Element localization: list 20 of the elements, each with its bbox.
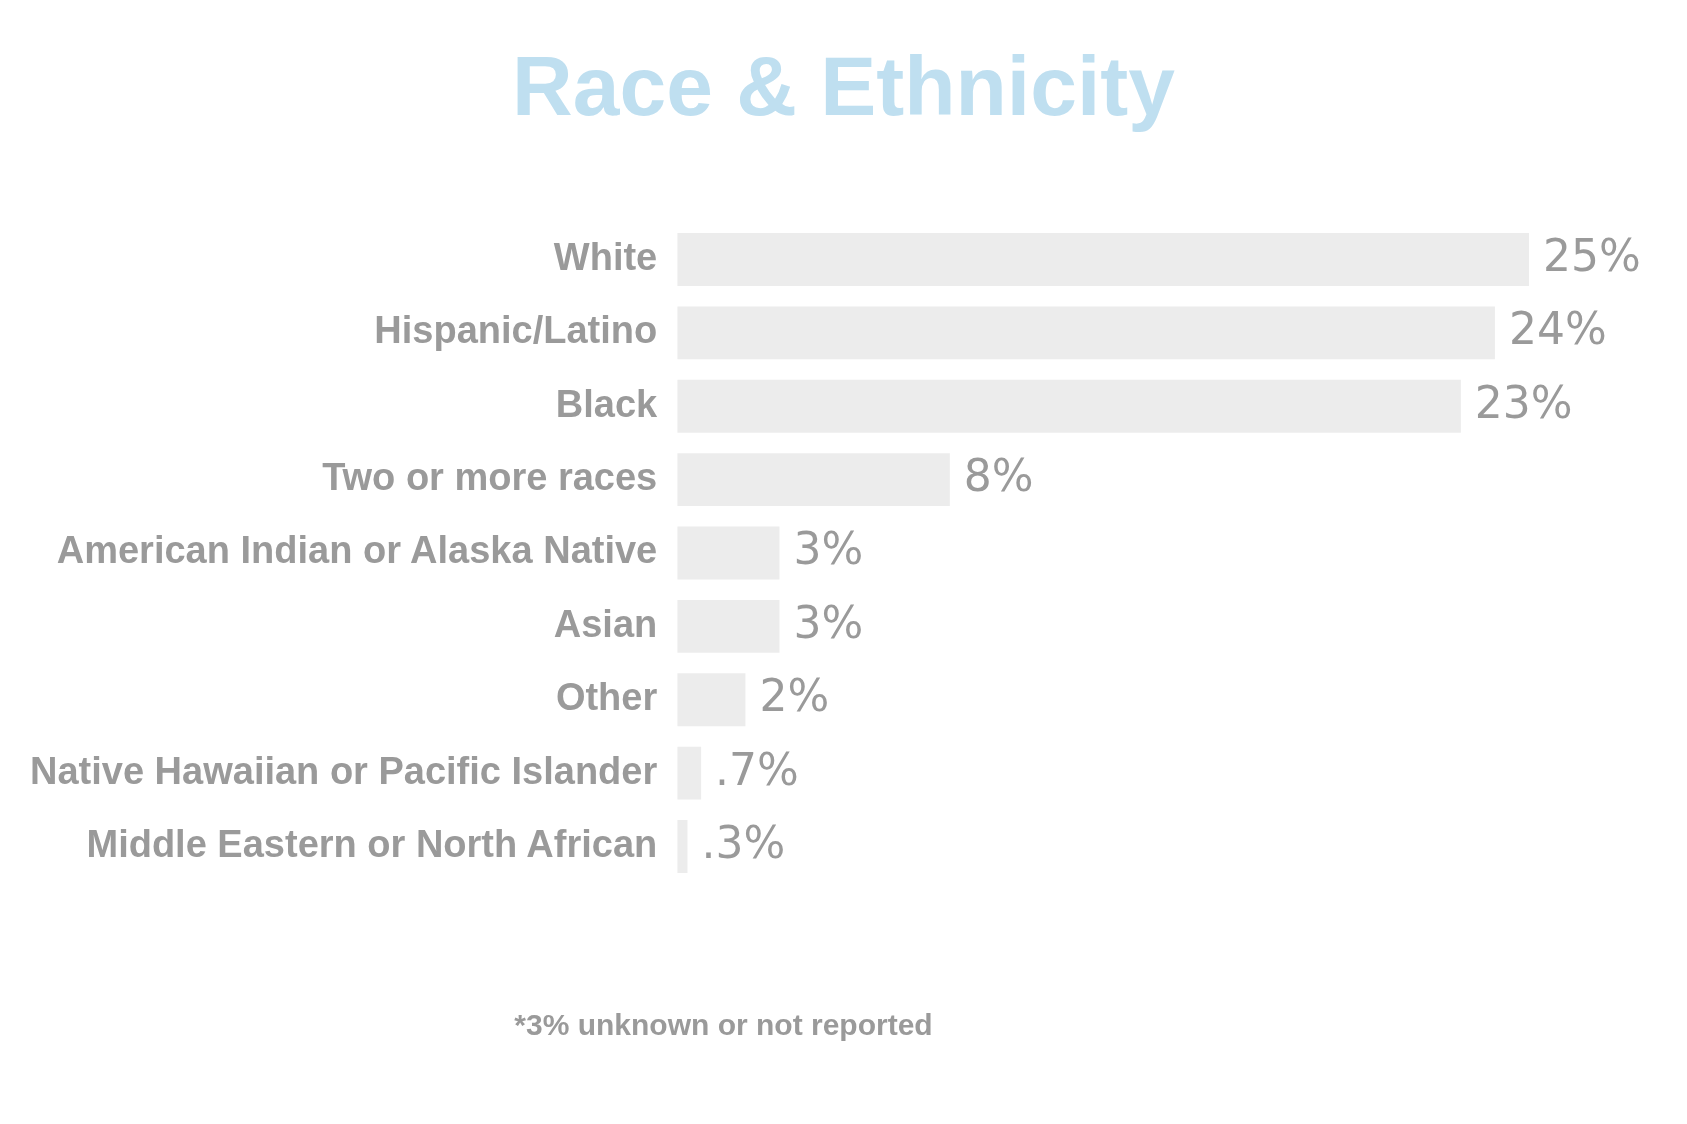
y-tick-label: Hispanic/Latino (374, 309, 658, 352)
y-tick-label: Native Hawaiian or Pacific Islander (29, 749, 658, 792)
data-label: .7% (715, 743, 799, 795)
y-tick-label: Other (555, 676, 658, 719)
text: *3% unknown or not reported (513, 1008, 934, 1042)
data-label: 3% (793, 596, 864, 648)
data-label: 8% (963, 450, 1034, 502)
y-tick-label: American Indian or Alaska Native (56, 529, 658, 572)
data-label: 2% (759, 670, 830, 722)
y-tick-label: Black (555, 382, 659, 425)
chart-title: Race & Ethnicity (511, 38, 1176, 135)
y-tick-label: White (553, 235, 658, 278)
data-label: 24% (1508, 303, 1607, 355)
y-tick-label: Asian (553, 602, 658, 645)
y-tick-label: Middle Eastern or North African (86, 823, 658, 865)
data-label: 3% (793, 523, 864, 575)
y-tick-label: Two or more races (322, 456, 658, 499)
data-label: 25% (1543, 229, 1641, 281)
data-label: .3% (701, 816, 786, 868)
data-label: 23% (1474, 376, 1573, 428)
